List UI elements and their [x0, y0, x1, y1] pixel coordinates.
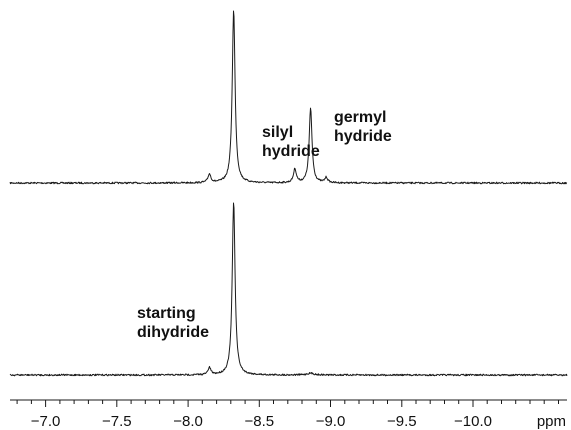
x-axis-ticks: [16, 400, 559, 407]
annotation-2-1-line-1: starting: [137, 305, 196, 322]
annotation-1-1-line-2: hydride: [262, 143, 320, 160]
x-tick-label: −9.5: [387, 413, 417, 430]
x-tick-label: −9.0: [316, 413, 346, 430]
x-tick-label: −8.5: [244, 413, 274, 430]
spectrum-traces: [9, 10, 568, 377]
x-tick-label: −10.0: [454, 413, 492, 430]
annotation-1-2-line-1: germyl: [334, 109, 386, 126]
spectrum-trace-2: [9, 202, 568, 377]
annotation-1-1-line-1: silyl: [262, 124, 293, 141]
x-axis-tick-labels: −7.0 −7.5 −8.0 −8.5 −9.0 −9.5 −10.0: [31, 413, 492, 430]
x-axis: −7.0 −7.5 −8.0 −8.5 −9.0 −9.5 −10.0 ppm: [10, 399, 567, 430]
x-tick-label: −8.0: [173, 413, 203, 430]
peak-annotations: silyl hydride germyl hydride starting dihydri…: [137, 109, 392, 341]
annotation-1-2-line-2: hydride: [334, 128, 392, 145]
x-tick-label: −7.0: [31, 413, 61, 430]
spectrum-trace-1: [9, 10, 568, 185]
x-tick-label: −7.5: [102, 413, 132, 430]
annotation-2-1-line-2: dihydride: [137, 324, 209, 341]
x-axis-unit-label: ppm: [537, 413, 566, 430]
